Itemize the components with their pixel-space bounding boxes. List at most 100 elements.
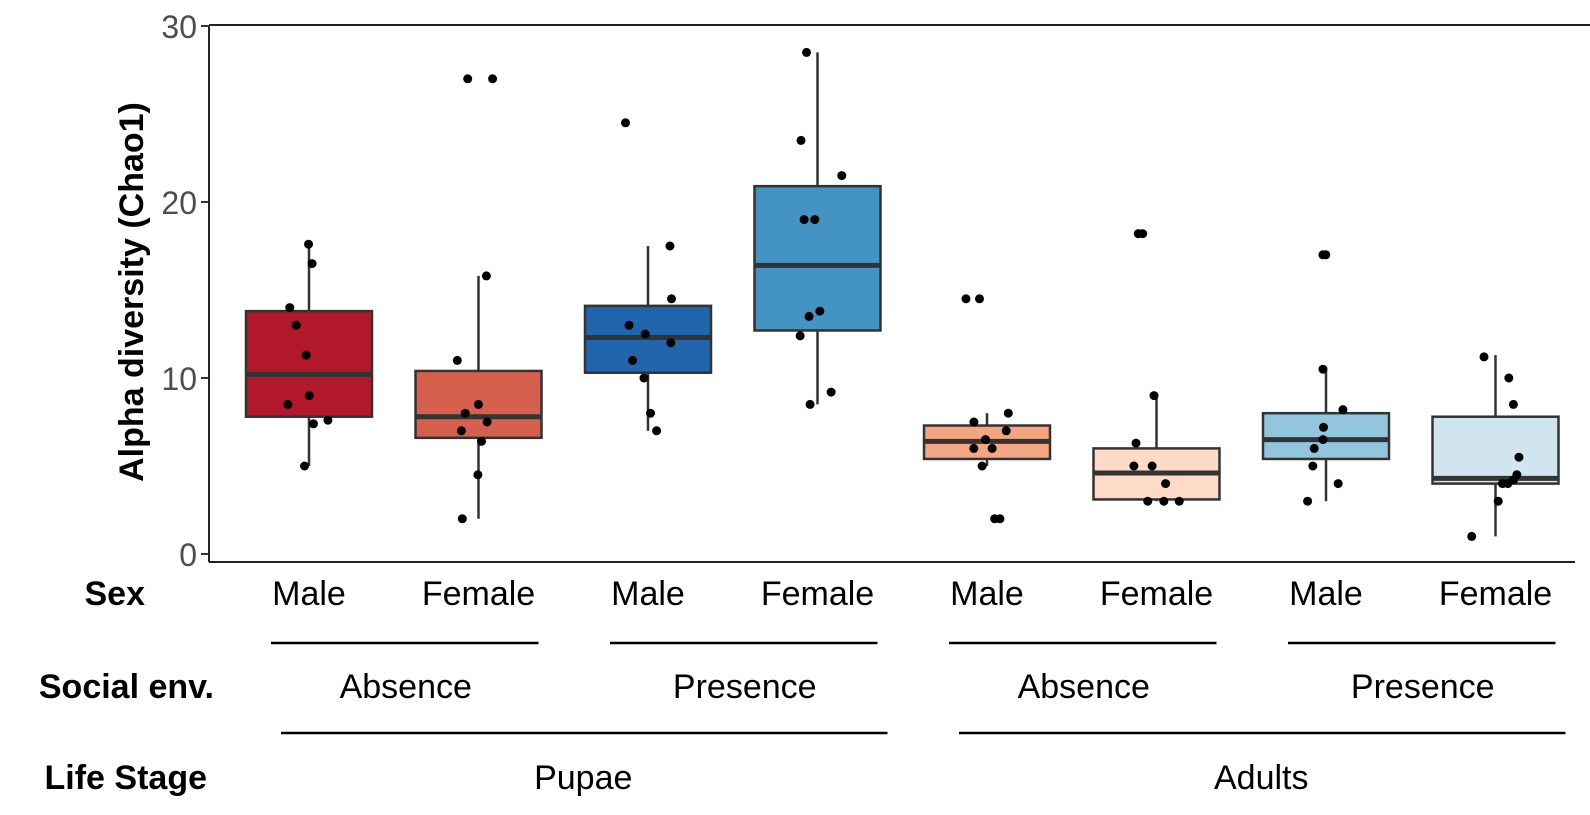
data-point — [810, 215, 820, 225]
data-point — [285, 303, 295, 313]
data-point — [646, 408, 656, 418]
data-point — [482, 417, 492, 427]
box-iqr — [244, 309, 374, 418]
box-group-6 — [1092, 229, 1221, 506]
life-stage-row-label: Life Stage — [45, 759, 207, 797]
data-point — [1318, 364, 1328, 374]
sex-label-6: Female — [1100, 575, 1213, 613]
box-group-3 — [583, 118, 713, 436]
data-point — [1508, 399, 1518, 409]
data-point — [1161, 479, 1171, 489]
data-point — [300, 461, 310, 471]
data-point — [795, 331, 805, 341]
social-env-row-label: Social env. — [39, 668, 214, 706]
data-point — [621, 118, 631, 128]
data-point — [1143, 496, 1153, 506]
data-point — [452, 355, 462, 365]
data-point — [802, 47, 812, 57]
social-env-label-4: Presence — [1351, 668, 1495, 706]
data-point — [477, 436, 487, 446]
data-point — [1467, 531, 1477, 541]
data-point — [488, 74, 498, 84]
box-iqr — [1261, 411, 1391, 461]
box-iqr — [753, 184, 882, 332]
data-point — [1149, 391, 1159, 401]
data-point — [308, 419, 318, 429]
sex-label-5: Male — [950, 575, 1024, 613]
data-point — [1333, 479, 1343, 489]
life-stage-label-1: Pupae — [534, 759, 632, 797]
sex-label-1: Male — [272, 575, 346, 613]
data-point — [969, 443, 979, 453]
sex-label-4: Female — [761, 575, 874, 613]
category-axis: Sex Social env. Life Stage Male Female Mal… — [39, 575, 1566, 797]
data-point — [1308, 461, 1318, 471]
sex-label-3: Male — [611, 575, 685, 613]
y-tick-label-20: 20 — [161, 185, 197, 221]
life-stage-label-2: Adults — [1214, 759, 1309, 797]
box-group-5 — [922, 294, 1052, 524]
data-point — [804, 311, 814, 321]
data-point — [323, 415, 333, 425]
data-point — [796, 135, 806, 145]
data-point — [799, 215, 809, 225]
data-point — [1479, 352, 1489, 362]
sex-row-label: Sex — [85, 575, 146, 613]
data-point — [457, 514, 467, 524]
data-point — [1321, 250, 1331, 260]
data-point — [665, 241, 675, 251]
social-env-label-2: Presence — [673, 668, 817, 706]
data-point — [456, 426, 466, 436]
data-point — [815, 306, 825, 316]
data-point — [1493, 496, 1503, 506]
data-point — [977, 461, 987, 471]
data-point — [652, 426, 662, 436]
plot-area — [244, 47, 1560, 541]
data-point — [961, 294, 971, 304]
box-iqr — [1431, 415, 1560, 485]
sex-label-2: Female — [422, 575, 535, 613]
data-point — [1498, 479, 1508, 489]
y-tick-label-0: 0 — [179, 537, 197, 573]
data-point — [969, 417, 979, 427]
box-group-1 — [244, 239, 374, 471]
data-point — [473, 399, 483, 409]
data-point — [1159, 496, 1169, 506]
data-point — [291, 320, 301, 330]
sex-label-8: Female — [1439, 575, 1552, 613]
social-env-label-1: Absence — [340, 668, 472, 706]
sex-label-7: Male — [1289, 575, 1363, 613]
data-point — [307, 259, 317, 269]
data-point — [1131, 438, 1141, 448]
data-point — [1504, 373, 1514, 383]
data-point — [1338, 405, 1348, 415]
data-point — [624, 320, 634, 330]
data-point — [990, 514, 1000, 524]
data-point — [304, 391, 314, 401]
data-point — [481, 271, 491, 281]
data-point — [460, 408, 470, 418]
data-point — [1129, 461, 1139, 471]
y-axis-label: Alpha diversity (Chao1) — [113, 102, 151, 482]
box-group-7 — [1261, 250, 1391, 506]
data-point — [463, 74, 473, 84]
data-point — [1147, 461, 1157, 471]
data-point — [837, 171, 847, 181]
box-group-2 — [414, 74, 543, 524]
data-point — [666, 338, 676, 348]
data-point — [627, 355, 637, 365]
y-tick-label-30: 30 — [161, 9, 197, 45]
data-point — [1001, 426, 1011, 436]
data-point — [1003, 408, 1013, 418]
data-point — [304, 239, 314, 249]
data-point — [826, 387, 836, 397]
data-point — [301, 350, 311, 360]
axes: 0 10 20 30 — [161, 9, 1590, 573]
data-point — [805, 399, 815, 409]
box-group-4 — [753, 47, 882, 409]
data-point — [666, 294, 676, 304]
data-point — [473, 470, 483, 480]
data-point — [639, 373, 649, 383]
data-point — [1138, 229, 1148, 239]
